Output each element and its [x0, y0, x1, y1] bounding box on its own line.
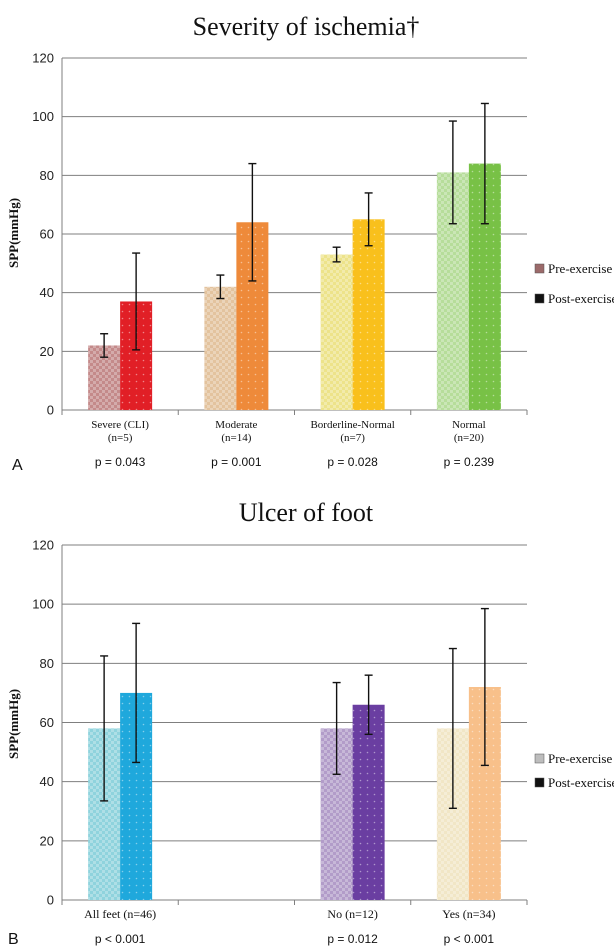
chart-b-legend-swatch: [534, 753, 545, 764]
chart-b-ytick-label: 120: [32, 538, 54, 553]
chart-a-category-n: (n=14): [221, 432, 251, 444]
chart-a-bar-texture: [320, 254, 353, 410]
chart-b-panel-label: B: [8, 931, 19, 948]
chart-b-ytick-label: 100: [32, 597, 54, 612]
chart-a-legend-swatch: [534, 263, 545, 274]
chart-a-ytick-label: 60: [40, 227, 54, 242]
chart-a-ytick-label: 100: [32, 109, 54, 124]
chart-a-ytick-label: 120: [32, 51, 54, 66]
chart-b-category-label: All feet (n=46): [84, 907, 156, 921]
chart-b-category-label: No (n=12): [327, 907, 377, 921]
chart-a-p-value: p = 0.001: [211, 455, 262, 469]
chart-a-p-value: p = 0.028: [327, 455, 378, 469]
chart-b-bar-texture: [352, 704, 385, 900]
chart-b-legend-label: Post-exercise: [548, 775, 614, 790]
chart-a-p-value: p = 0.043: [95, 455, 146, 469]
chart-b-ytick-label: 0: [47, 893, 54, 908]
chart-a-category-label: Normal: [452, 419, 486, 431]
chart-a-plot: 0 20 40 60 80 100 120 Severe (CLI)(n=5) p = 0.04…: [32, 51, 614, 470]
chart-b-p-value: p < 0.001: [444, 932, 495, 946]
chart-a-bar-texture: [204, 286, 237, 410]
chart-b-plot: 0 20 40 60 80 100 120 All feet (n=46) p < 0.001 N…: [32, 538, 614, 947]
chart-b-p-value: p = 0.012: [327, 932, 378, 946]
chart-a-category-n: (n=20): [454, 432, 484, 444]
chart-b-category-label: Yes (n=34): [442, 907, 495, 921]
chart-a-legend-label: Pre-exercise: [548, 261, 612, 276]
chart-b-ytick-label: 80: [40, 656, 54, 671]
chart-a-ytick-label: 40: [40, 285, 54, 300]
chart-b-ytick-label: 20: [40, 833, 54, 848]
chart-a-title: Severity of ischemia†: [193, 12, 420, 41]
chart-b-ytick-label: 40: [40, 774, 54, 789]
chart-a-p-value: p = 0.239: [444, 455, 495, 469]
chart-a-category-n: (n=5): [108, 432, 133, 444]
chart-a-ylabel: SPP(mmHg): [6, 198, 21, 268]
chart-a-category-n: (n=7): [340, 432, 365, 444]
chart-b-legend-label: Pre-exercise: [548, 751, 612, 766]
chart-a-ytick-label: 20: [40, 344, 54, 359]
chart-a-category-label: Moderate: [215, 419, 257, 431]
chart-a-bar-texture: [352, 219, 385, 410]
chart-b-p-value: p < 0.001: [95, 932, 146, 946]
chart-a-category-label: Severe (CLI): [91, 419, 149, 431]
chart-a-category-label: Borderline-Normal: [310, 419, 394, 431]
chart-a-legend-label: Post-exercise: [548, 291, 614, 306]
chart-b-ylabel: SPP(mmHg): [6, 689, 21, 759]
chart-a-ytick-label: 80: [40, 168, 54, 183]
chart-a-legend-swatch: [534, 293, 545, 304]
chart-b-legend-swatch: [534, 777, 545, 788]
chart-b-title: Ulcer of foot: [239, 498, 374, 527]
chart-b-ytick-label: 60: [40, 715, 54, 730]
chart-a-panel-label: A: [12, 457, 23, 474]
chart-a-ytick-label: 0: [47, 403, 54, 418]
